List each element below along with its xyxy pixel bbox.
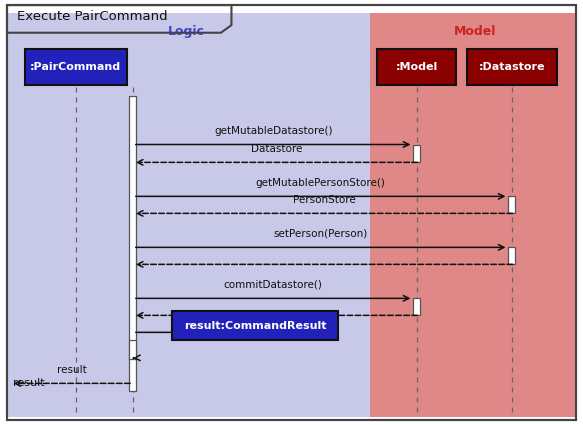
FancyBboxPatch shape bbox=[7, 5, 576, 420]
Text: result: result bbox=[13, 378, 44, 388]
Text: setPerson(Person): setPerson(Person) bbox=[273, 229, 368, 239]
FancyBboxPatch shape bbox=[25, 49, 127, 85]
Text: getMutableDatastore(): getMutableDatastore() bbox=[214, 126, 332, 136]
Text: result: result bbox=[57, 365, 87, 375]
FancyBboxPatch shape bbox=[370, 13, 576, 417]
FancyBboxPatch shape bbox=[172, 311, 338, 340]
Text: :PairCommand: :PairCommand bbox=[30, 62, 121, 72]
FancyBboxPatch shape bbox=[466, 49, 557, 85]
FancyBboxPatch shape bbox=[413, 298, 420, 315]
FancyBboxPatch shape bbox=[7, 13, 370, 417]
Text: result:CommandResult: result:CommandResult bbox=[184, 320, 326, 331]
FancyBboxPatch shape bbox=[413, 144, 420, 162]
Text: :Datastore: :Datastore bbox=[479, 62, 545, 72]
Text: :Model: :Model bbox=[396, 62, 438, 72]
Text: getMutablePersonStore(): getMutablePersonStore() bbox=[256, 178, 385, 188]
FancyBboxPatch shape bbox=[508, 247, 515, 264]
FancyBboxPatch shape bbox=[508, 196, 515, 213]
Text: Datastore: Datastore bbox=[251, 144, 303, 154]
FancyBboxPatch shape bbox=[129, 340, 136, 359]
Text: PersonStore: PersonStore bbox=[293, 195, 356, 205]
FancyBboxPatch shape bbox=[129, 96, 136, 391]
Text: commitDatastore(): commitDatastore() bbox=[224, 280, 322, 290]
FancyBboxPatch shape bbox=[378, 49, 456, 85]
Text: Execute PairCommand: Execute PairCommand bbox=[17, 10, 168, 23]
Text: Logic: Logic bbox=[168, 26, 205, 38]
Text: Model: Model bbox=[454, 26, 496, 38]
